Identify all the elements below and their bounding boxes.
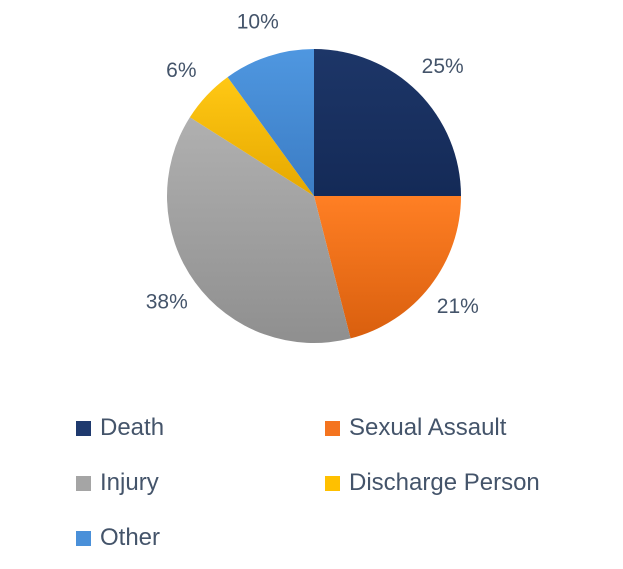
data-label-injury: 38% xyxy=(146,291,188,314)
legend-label-injury: Injury xyxy=(100,469,159,496)
legend-label-other: Other xyxy=(100,524,161,551)
pie-slice-sexual-assault xyxy=(314,196,461,339)
legend-swatch-other xyxy=(76,530,91,546)
legend-swatch-sexual-assault xyxy=(325,420,340,436)
legend-item-discharge-person: Discharge Person xyxy=(325,468,540,498)
pie-slice-discharge-person xyxy=(189,77,314,196)
data-label-death: 25% xyxy=(422,55,464,78)
legend-item-injury: Injury xyxy=(76,468,159,498)
legend-label-sexual-assault: Sexual Assault xyxy=(349,414,507,441)
legend-swatch-discharge-person xyxy=(325,475,340,491)
pie-slice-other xyxy=(227,49,314,196)
data-label-discharge-person: 6% xyxy=(166,59,196,82)
pie-slice-death xyxy=(314,49,461,196)
legend-swatch-injury xyxy=(76,475,91,491)
legend-label-discharge-person: Discharge Person xyxy=(349,469,540,496)
legend-swatch-death xyxy=(76,420,91,436)
data-label-other: 10% xyxy=(237,10,279,33)
legend-item-death: Death xyxy=(76,413,164,443)
legend-item-sexual-assault: Sexual Assault xyxy=(325,413,506,443)
pie-slice-injury xyxy=(167,117,351,343)
legend-label-death: Death xyxy=(100,414,165,441)
legend-item-other: Other xyxy=(76,523,160,553)
data-label-sexual-assault: 21% xyxy=(437,295,479,318)
